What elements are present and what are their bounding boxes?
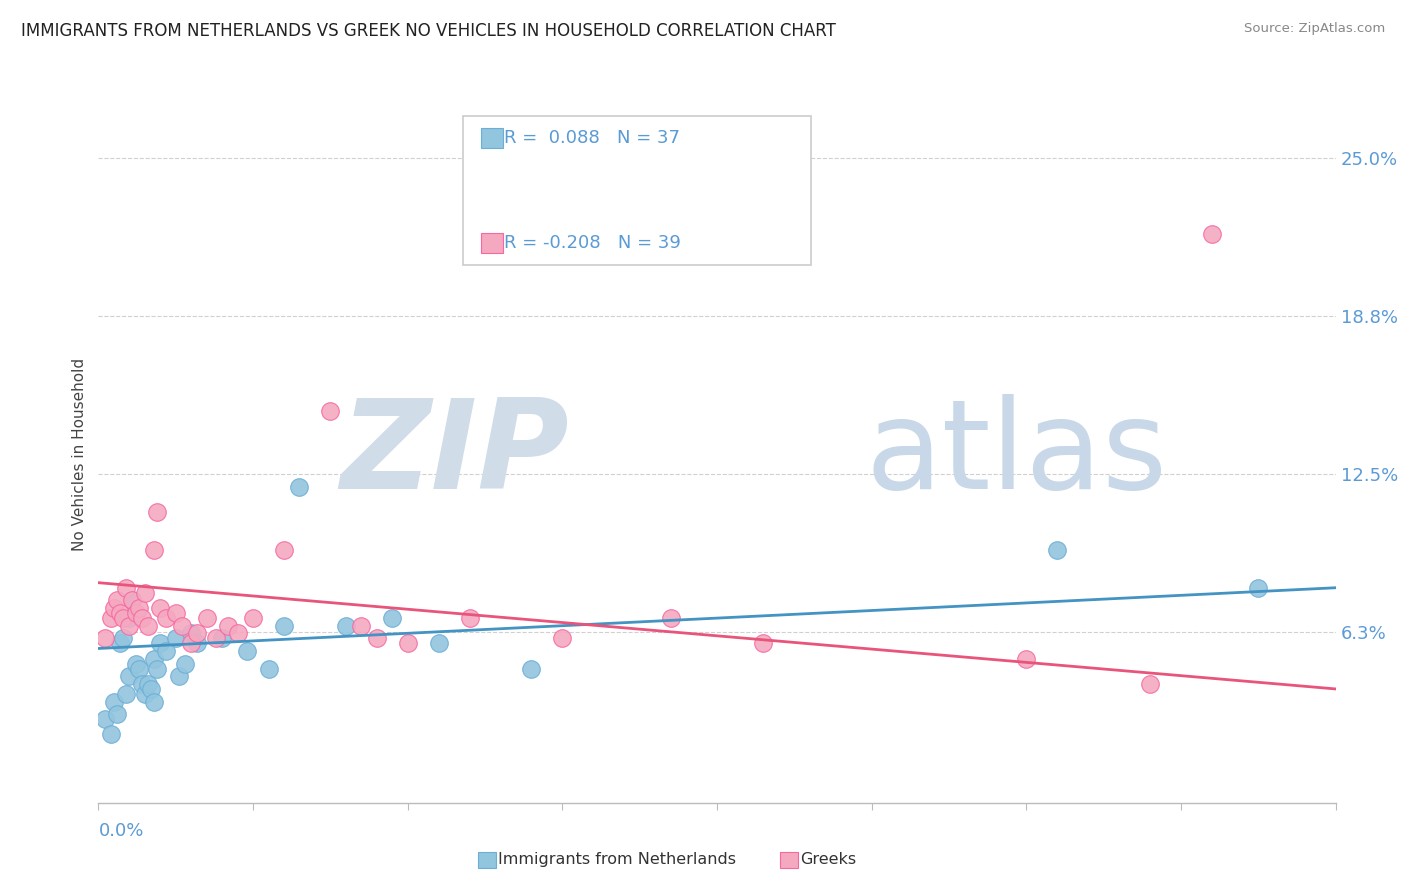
Point [752,636,775,650]
Point [186,636,208,650]
Point [108,636,131,650]
Point [155,644,177,658]
Point [165,606,187,620]
Text: 0.0%: 0.0% [98,822,143,840]
Point [288,479,311,493]
Point [257,662,280,676]
Point [170,618,193,632]
Text: IMMIGRANTS FROM NETHERLANDS VS GREEK NO VEHICLES IN HOUSEHOLD CORRELATION CHART: IMMIGRANTS FROM NETHERLANDS VS GREEK NO … [21,22,837,40]
Point [186,626,208,640]
Point [103,601,125,615]
Point [319,403,342,417]
Point [143,695,166,709]
Point [180,626,202,640]
Point [396,636,419,650]
Point [149,636,172,650]
Point [1015,651,1038,665]
Point [112,611,135,625]
Point [124,606,146,620]
Point [121,593,143,607]
Point [118,669,141,683]
Point [1201,227,1223,241]
Point [335,618,357,632]
Point [1139,677,1161,691]
Point [136,618,159,632]
Point [131,611,153,625]
Point [273,542,295,557]
Point [659,611,682,625]
Point [180,636,202,650]
Point [167,669,190,683]
Point [100,727,122,741]
Point [108,606,131,620]
Point [146,505,169,519]
Text: Source: ZipAtlas.com: Source: ZipAtlas.com [1244,22,1385,36]
Y-axis label: No Vehicles in Household: No Vehicles in Household [72,359,87,551]
Point [139,681,162,696]
Point [118,618,141,632]
Text: Greeks: Greeks [800,853,856,867]
Point [236,644,259,658]
Point [155,611,177,625]
Point [136,677,159,691]
Point [242,611,264,625]
Point [103,695,125,709]
Point [217,618,239,632]
Point [149,601,172,615]
Point [93,712,115,726]
Point [146,662,169,676]
Text: ZIP: ZIP [340,394,568,516]
Point [118,611,141,625]
Point [93,632,115,646]
Point [105,593,128,607]
Point [143,542,166,557]
Point [366,632,388,646]
Text: Immigrants from Netherlands: Immigrants from Netherlands [498,853,737,867]
Point [131,677,153,691]
Point [128,601,150,615]
Point [100,611,122,625]
Point [520,662,543,676]
Point [174,657,197,671]
Text: atlas: atlas [866,394,1167,516]
Point [551,632,574,646]
Point [211,632,233,646]
Text: R =  0.088   N = 37: R = 0.088 N = 37 [503,129,681,147]
Point [128,662,150,676]
Point [381,611,404,625]
Point [205,632,228,646]
Point [115,581,138,595]
Point [195,611,218,625]
Point [112,632,135,646]
Point [458,611,481,625]
Point [1247,581,1270,595]
Point [143,651,166,665]
Point [226,626,249,640]
Point [165,632,187,646]
Point [134,687,156,701]
Point [124,657,146,671]
Point [350,618,373,632]
Point [115,687,138,701]
Point [1046,542,1069,557]
Point [105,707,128,722]
Point [121,593,143,607]
Point [427,636,450,650]
Point [273,618,295,632]
Text: R = -0.208   N = 39: R = -0.208 N = 39 [503,235,681,252]
Point [134,586,156,600]
